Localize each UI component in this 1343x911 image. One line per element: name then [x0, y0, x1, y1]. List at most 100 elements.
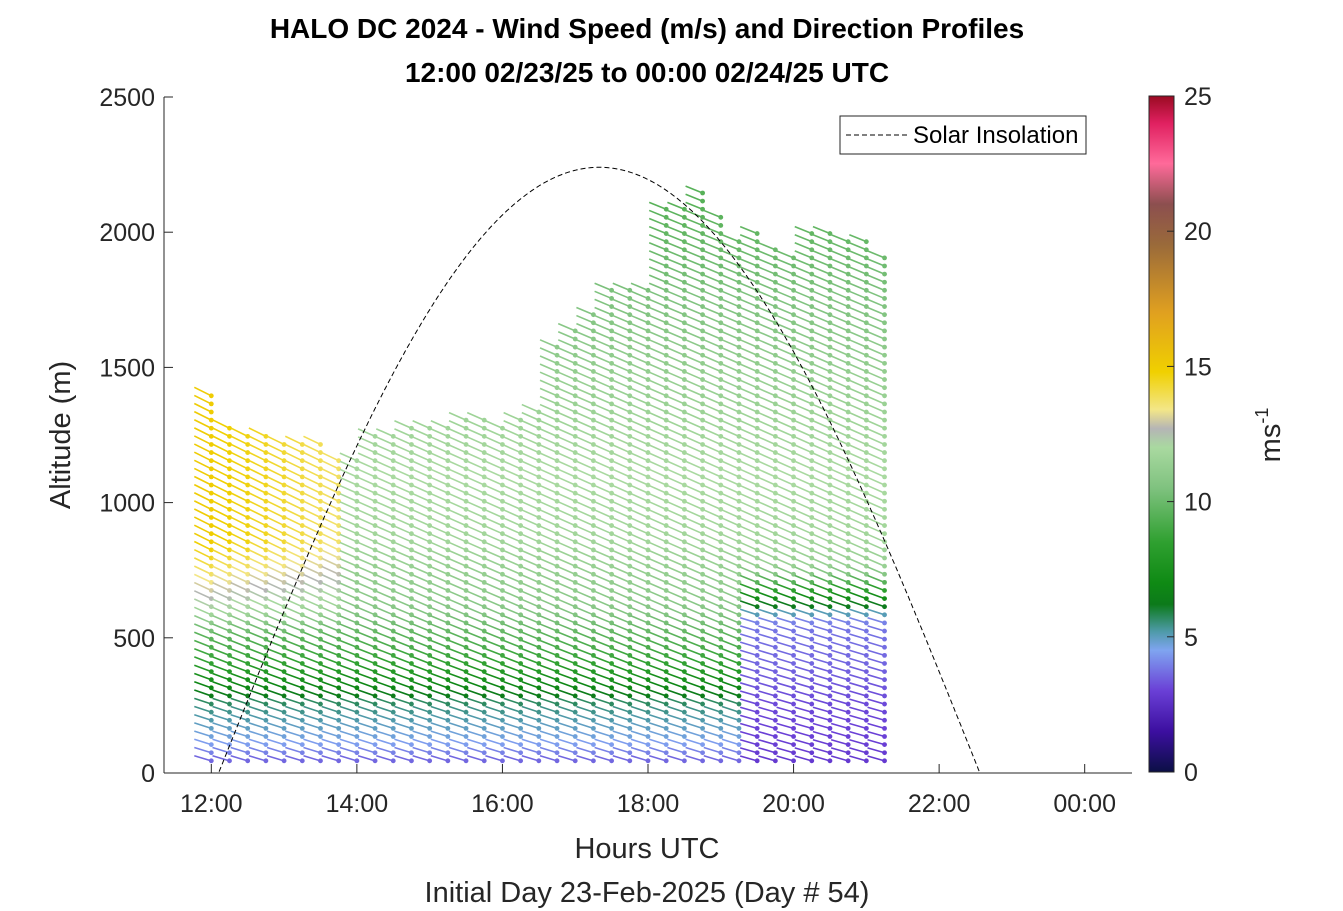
wind-barb-stick — [430, 697, 449, 705]
wind-barb-point — [863, 636, 869, 642]
wind-barb-stick — [630, 339, 649, 348]
wind-barb-stick — [193, 516, 212, 527]
wind-barb-point — [809, 709, 815, 715]
wind-barb-point — [772, 717, 778, 723]
wind-barb-point — [281, 628, 287, 634]
wind-barb-stick — [830, 566, 849, 575]
wind-barb-point — [372, 758, 378, 764]
wind-barb-stick — [266, 664, 285, 673]
wind-barb-stick — [303, 639, 321, 649]
wind-barb-stick — [812, 331, 831, 340]
wind-barb-stick — [685, 452, 703, 462]
wind-barb-stick — [830, 600, 849, 608]
wind-barb-stick — [758, 591, 776, 600]
wind-barb-stick — [539, 411, 558, 421]
wind-barb-stick — [303, 746, 321, 754]
wind-barb-stick — [739, 533, 758, 543]
wind-barb-stick — [430, 623, 449, 632]
wind-barb-stick — [830, 714, 849, 722]
wind-barb-stick — [849, 730, 867, 738]
wind-barb-point — [791, 628, 796, 634]
wind-barb-stick — [612, 444, 631, 454]
wind-barb-stick — [394, 533, 412, 543]
wind-barb-point — [772, 628, 778, 634]
wind-barb-stick — [430, 639, 449, 649]
wind-barb-stick — [721, 656, 740, 665]
wind-barb-stick — [539, 738, 558, 746]
wind-barb-stick — [739, 722, 758, 730]
wind-barb-stick — [284, 451, 303, 462]
wind-barb-point — [299, 563, 305, 569]
wind-barb-stick — [303, 656, 321, 665]
wind-barb-stick — [794, 706, 812, 713]
wind-barb-stick — [485, 689, 503, 697]
wind-barb-stick — [867, 730, 885, 738]
wind-barb-stick — [466, 468, 485, 478]
wind-barb-stick — [576, 517, 594, 527]
wind-barb-stick — [594, 615, 612, 624]
wind-barb-stick — [321, 689, 339, 697]
wind-barb-stick — [721, 664, 740, 673]
wind-barb-point — [681, 701, 687, 707]
wind-barb-stick — [794, 738, 812, 746]
wind-barb-stick — [194, 631, 212, 640]
wind-barb-stick — [703, 331, 722, 340]
wind-barb-stick — [776, 747, 794, 754]
wind-barb-stick — [867, 468, 885, 478]
wind-barb-stick — [630, 306, 649, 316]
wind-barb-point — [845, 661, 851, 666]
wind-barb-point — [718, 661, 724, 666]
wind-barb-stick — [357, 444, 376, 454]
wind-barb-stick — [430, 452, 449, 462]
wind-barb-stick — [266, 631, 285, 640]
wind-barb-stick — [394, 598, 412, 608]
wind-barb-stick — [867, 314, 885, 324]
wind-barb-stick — [648, 460, 667, 470]
wind-barb-point — [772, 750, 778, 756]
wind-barb-point — [627, 693, 633, 699]
wind-barb-stick — [321, 573, 340, 584]
wind-barb-point — [263, 474, 269, 480]
wind-barb-stick — [794, 501, 813, 511]
wind-barb-point — [645, 652, 651, 658]
wind-barb-point — [227, 628, 232, 634]
wind-barb-stick — [776, 738, 794, 746]
wind-barb-stick — [521, 582, 540, 592]
wind-barb-point — [318, 442, 323, 447]
wind-barb-stick — [266, 606, 285, 616]
wind-barb-point — [827, 734, 833, 739]
wind-barb-stick — [466, 590, 485, 600]
wind-barb-point — [336, 717, 342, 723]
wind-barb-stick — [321, 713, 339, 722]
wind-barb-stick — [867, 649, 885, 657]
wind-barb-stick — [212, 639, 230, 649]
wind-barb-stick — [776, 641, 794, 649]
wind-barb-stick — [303, 459, 321, 470]
wind-barb-stick — [394, 631, 412, 640]
wind-barb-point — [245, 571, 251, 577]
wind-barb-point — [554, 734, 560, 739]
wind-barb-stick — [812, 339, 831, 348]
wind-barb-stick — [812, 266, 831, 275]
wind-barb-stick — [739, 591, 758, 600]
wind-barb-point — [882, 385, 887, 391]
wind-barb-stick — [357, 566, 376, 575]
wind-barb-point — [281, 725, 287, 731]
wind-barb-point — [299, 547, 305, 553]
wind-barb-stick — [648, 672, 667, 681]
wind-barb-stick — [758, 420, 776, 429]
wind-barb-stick — [321, 738, 339, 746]
wind-barb-stick — [739, 574, 758, 584]
wind-barb-stick — [594, 541, 612, 551]
wind-barb-stick — [321, 697, 339, 705]
wind-barb-stick — [648, 606, 667, 616]
wind-barb-stick — [685, 672, 703, 681]
wind-barb-stick — [867, 657, 885, 665]
wind-barb-point — [427, 742, 433, 748]
wind-barb-stick — [758, 557, 776, 567]
wind-barb-point — [554, 644, 560, 650]
wind-barb-stick — [703, 242, 722, 251]
wind-barb-point — [281, 571, 287, 577]
wind-barb-stick — [667, 460, 685, 470]
wind-barb-stick — [776, 633, 794, 640]
